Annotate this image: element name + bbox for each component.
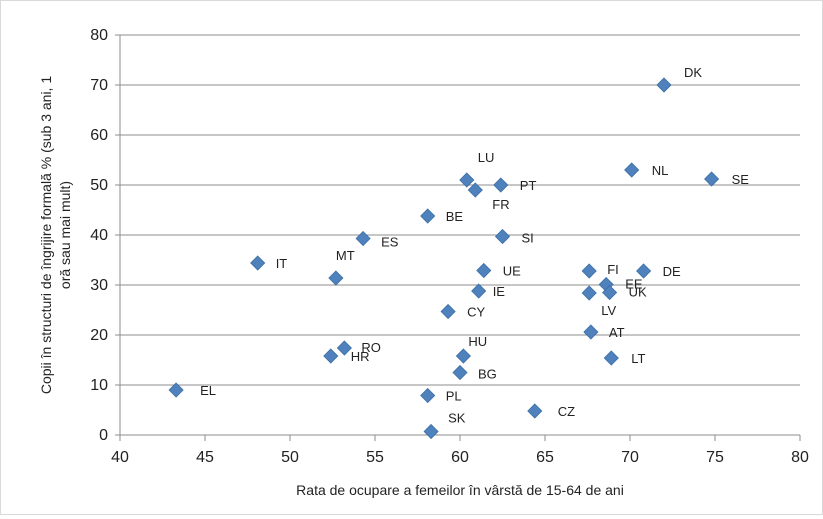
- point-es: [355, 230, 371, 247]
- data-points: [168, 77, 720, 440]
- y-tick-label-40: 40: [90, 227, 108, 244]
- point-label-se: SE: [732, 172, 750, 187]
- x-tick-label-50: 50: [281, 449, 299, 466]
- point-label-cz: CZ: [558, 404, 575, 419]
- point-label-fi: FI: [607, 262, 619, 277]
- x-tick-label-45: 45: [196, 449, 214, 466]
- point-uk: [602, 284, 618, 301]
- point-label-fr: FR: [492, 197, 509, 212]
- point-label-sk: SK: [448, 411, 466, 426]
- x-tick-label-60: 60: [451, 449, 469, 466]
- y-tick-label-80: 80: [90, 27, 108, 44]
- point-label-es: ES: [381, 235, 399, 250]
- point-label-si: SI: [522, 231, 534, 246]
- y-tick-label-70: 70: [90, 77, 108, 94]
- point-label-el: EL: [200, 383, 216, 398]
- x-tick-label-75: 75: [706, 449, 724, 466]
- y-tick-label-10: 10: [90, 377, 108, 394]
- point-label-bg: BG: [478, 367, 497, 382]
- point-label-mt: MT: [336, 248, 355, 263]
- x-tick-label-40: 40: [111, 449, 129, 466]
- point-el: [168, 382, 184, 398]
- gridlines: [120, 34, 800, 386]
- point-label-ee: EE: [625, 277, 643, 292]
- point-cy: [440, 303, 456, 320]
- point-label-it: IT: [276, 256, 288, 271]
- point-label-hr: HR: [351, 349, 370, 364]
- point-be: [420, 208, 436, 224]
- y-tick-label-50: 50: [90, 177, 108, 194]
- point-bg: [452, 364, 468, 381]
- point-label-pt: PT: [520, 178, 537, 193]
- x-tick-label-80: 80: [791, 449, 809, 466]
- x-tick-label-70: 70: [621, 449, 639, 466]
- y-tick-label-20: 20: [90, 327, 108, 344]
- point-dk: [656, 77, 672, 93]
- point-ie: [471, 283, 487, 299]
- y-tick-label-0: 0: [99, 427, 108, 444]
- point-si: [494, 228, 511, 245]
- tick-labels: 0 10 20 30 40 50 60 70 80 40 45 50 55 60 65 70 75 80: [90, 27, 809, 466]
- point-fr: [467, 182, 483, 198]
- point-label-lt: LT: [631, 351, 645, 366]
- point-it: [250, 255, 266, 271]
- point-sk: [423, 423, 439, 440]
- y-axis-title-line-1: Copii în structuri de îngrijire formală …: [38, 76, 54, 394]
- point-label-de: DE: [663, 264, 681, 279]
- x-tick-label-55: 55: [366, 449, 384, 466]
- point-pt: [493, 177, 509, 193]
- point-label-uk: UK: [629, 285, 647, 300]
- point-label-pl: PL: [446, 389, 462, 404]
- point-lu: [459, 172, 475, 188]
- y-tick-label-60: 60: [90, 127, 108, 144]
- point-lv: [581, 285, 597, 301]
- point-ue: [476, 262, 492, 279]
- point-hr: [323, 348, 339, 364]
- point-label-at: AT: [609, 325, 625, 340]
- point-nl: [624, 162, 640, 178]
- point-cz: [527, 403, 543, 419]
- point-label-ue: UE: [503, 264, 521, 279]
- x-tick-label-65: 65: [536, 449, 554, 466]
- point-label-lu: LU: [478, 150, 495, 165]
- point-se: [704, 171, 720, 187]
- point-fi: [581, 263, 597, 279]
- point-label-be: BE: [446, 209, 464, 224]
- axes: [115, 34, 801, 441]
- point-at: [583, 324, 599, 340]
- point-label-lv: LV: [601, 303, 616, 318]
- point-mt: [328, 270, 344, 286]
- point-label-ro: RO: [361, 340, 381, 355]
- point-ro: [336, 340, 352, 356]
- point-label-cy: CY: [467, 305, 485, 320]
- point-de: [636, 263, 652, 279]
- point-lt: [603, 350, 619, 366]
- point-label-ie: IE: [493, 284, 506, 299]
- point-label-dk: DK: [684, 65, 702, 80]
- point-label-nl: NL: [652, 163, 669, 178]
- x-axis-title: Rata de ocupare a femeilor în vârstă de …: [296, 482, 624, 498]
- point-pl: [420, 387, 436, 404]
- point-label-hu: HU: [468, 334, 487, 349]
- point-hu: [455, 348, 471, 364]
- y-axis-title-line-2: oră sau mai mult): [57, 181, 73, 289]
- y-tick-label-30: 30: [90, 277, 108, 294]
